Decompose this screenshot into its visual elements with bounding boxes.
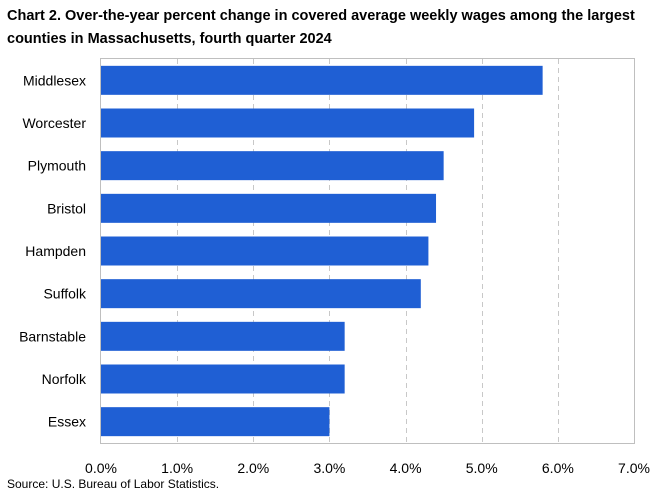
- category-label-norfolk: Norfolk: [42, 371, 87, 387]
- category-labels: Middlesex Worcester Plymouth Bristol Hampden…: [19, 72, 87, 429]
- bar-essex: [101, 407, 330, 437]
- x-tick-label: 1.0%: [161, 460, 193, 476]
- category-label-suffolk: Suffolk: [43, 286, 87, 302]
- bar-suffolk: [101, 279, 421, 309]
- bar-hampden: [101, 236, 429, 266]
- category-label-essex: Essex: [48, 414, 86, 430]
- category-label-worcester: Worcester: [22, 115, 86, 131]
- bar-barnstable: [101, 321, 345, 351]
- category-label-plymouth: Plymouth: [28, 158, 86, 174]
- bars: [101, 65, 543, 437]
- bar-middlesex: [101, 65, 543, 95]
- x-tick-label: 5.0%: [466, 460, 498, 476]
- x-tick-label: 4.0%: [390, 460, 422, 476]
- bar-plymouth: [101, 151, 444, 181]
- bar-bristol: [101, 193, 437, 223]
- plot-area-border: [100, 58, 635, 444]
- category-label-middlesex: Middlesex: [23, 72, 86, 88]
- category-label-barnstable: Barnstable: [19, 328, 86, 344]
- x-tick-label: 7.0%: [618, 460, 650, 476]
- source-note: Source: U.S. Bureau of Labor Statistics.: [7, 477, 220, 491]
- x-tick-label: 2.0%: [237, 460, 269, 476]
- x-tick-label: 6.0%: [542, 460, 574, 476]
- bar-worcester: [101, 108, 475, 138]
- category-label-bristol: Bristol: [47, 200, 86, 216]
- category-label-hampden: Hampden: [25, 243, 86, 259]
- bar-norfolk: [101, 364, 345, 394]
- bar-chart: Middlesex Worcester Plymouth Bristol Hampden…: [19, 58, 650, 476]
- x-tick-label: 0.0%: [85, 460, 117, 476]
- x-tick-label: 3.0%: [313, 460, 345, 476]
- x-axis-tick-labels: 0.0% 1.0% 2.0% 3.0% 4.0% 5.0% 6.0% 7.0%: [85, 460, 650, 476]
- chart-title: Chart 2. Over-the-year percent change in…: [7, 8, 635, 47]
